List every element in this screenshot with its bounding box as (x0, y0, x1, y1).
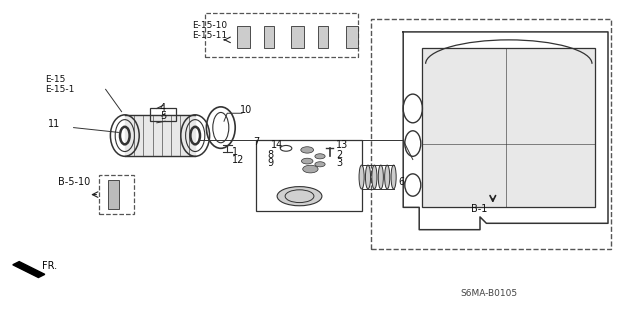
Text: B-1: B-1 (470, 204, 487, 214)
Text: 10: 10 (240, 105, 252, 115)
Text: 8: 8 (268, 150, 274, 160)
Circle shape (303, 165, 318, 173)
Bar (346, 26, 358, 48)
Bar (150, 108, 176, 121)
Bar (291, 26, 304, 48)
Bar (422, 48, 595, 207)
Circle shape (315, 154, 325, 159)
Ellipse shape (277, 187, 322, 206)
Bar (422, 48, 595, 207)
Text: E-15
E-15-1: E-15 E-15-1 (45, 75, 74, 94)
Bar (264, 26, 274, 48)
Ellipse shape (365, 165, 371, 189)
Text: 1: 1 (232, 146, 238, 157)
Bar (237, 26, 250, 48)
Ellipse shape (385, 165, 390, 189)
Text: E-15-10
E-15-11: E-15-10 E-15-11 (192, 21, 227, 40)
Bar (256, 140, 362, 211)
Text: 14: 14 (271, 140, 283, 150)
Circle shape (301, 158, 313, 164)
Text: 6: 6 (398, 177, 404, 187)
Ellipse shape (372, 165, 377, 189)
Text: 12: 12 (232, 155, 244, 165)
Text: FR.: FR. (42, 261, 57, 271)
Bar (108, 180, 119, 209)
Circle shape (315, 162, 325, 167)
Bar (125, 115, 195, 156)
Text: B-5-10: B-5-10 (58, 177, 90, 187)
Circle shape (301, 147, 314, 153)
Bar (99, 175, 134, 214)
Ellipse shape (391, 165, 396, 189)
Bar (205, 13, 358, 57)
Text: S6MA-B0105: S6MA-B0105 (461, 289, 518, 298)
Ellipse shape (378, 165, 383, 189)
Text: 13: 13 (336, 140, 348, 150)
Text: 9: 9 (268, 158, 274, 168)
Text: 11: 11 (48, 119, 60, 130)
Ellipse shape (359, 165, 364, 189)
Text: 7: 7 (253, 137, 259, 147)
Text: 2: 2 (336, 150, 342, 160)
Polygon shape (13, 262, 45, 278)
Text: 5: 5 (160, 111, 166, 122)
Text: 4: 4 (160, 103, 166, 114)
Text: 3: 3 (336, 158, 342, 168)
Bar (319, 26, 328, 48)
Bar (371, 19, 611, 249)
